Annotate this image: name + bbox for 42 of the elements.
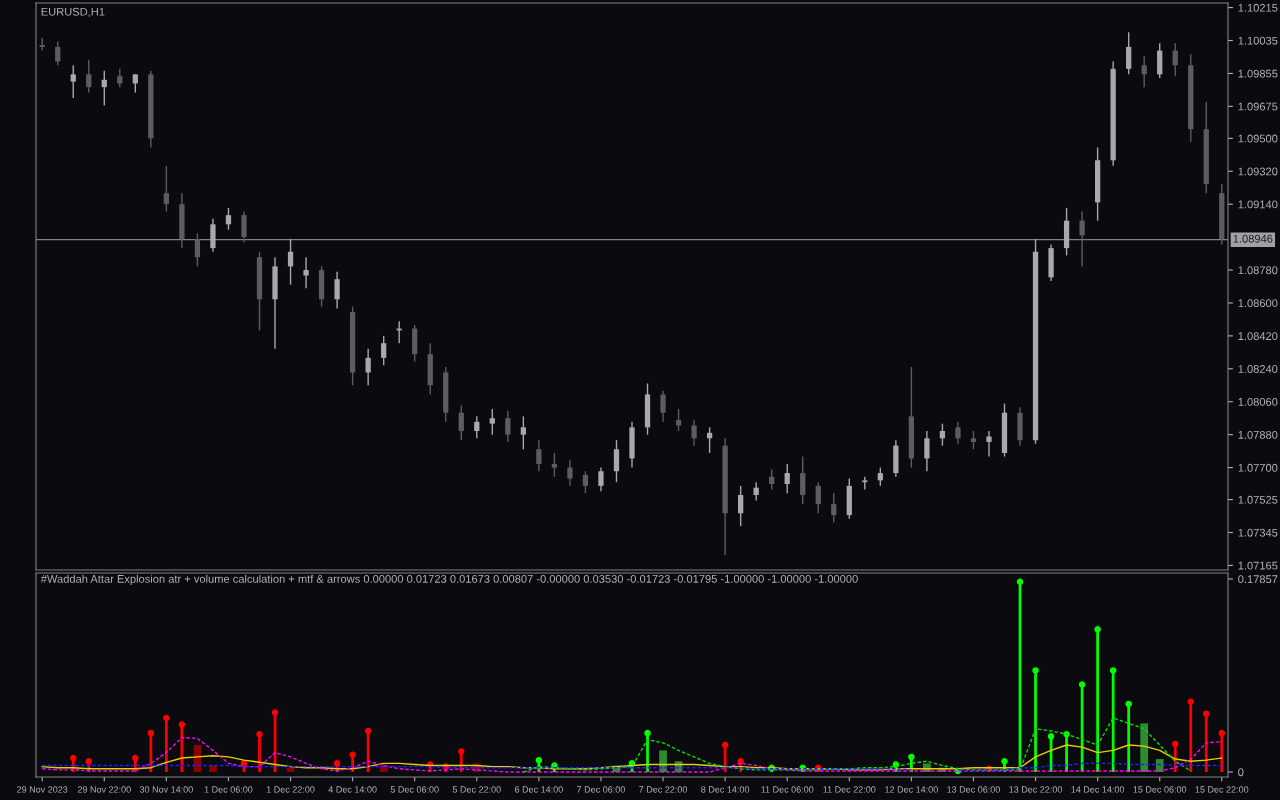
x-tick-label: 5 Dec 06:00 <box>390 786 439 793</box>
y-tick-label: 1.09320 <box>1238 167 1278 176</box>
y-tick-label: 1.10215 <box>1238 3 1278 12</box>
x-tick-label: 6 Dec 14:00 <box>514 786 563 793</box>
x-tick-label: 13 Dec 22:00 <box>1009 786 1063 793</box>
x-tick-label: 30 Nov 14:00 <box>139 786 193 793</box>
y-tick-label: 1.09500 <box>1238 134 1278 143</box>
chart-title: EURUSD,H1 <box>41 7 105 18</box>
y-tick-label: 1.08420 <box>1238 332 1278 341</box>
y-tick-label: 1.07165 <box>1238 561 1278 570</box>
x-tick-label: 4 Dec 14:00 <box>328 786 377 793</box>
x-tick-label: 13 Dec 06:00 <box>947 786 1000 793</box>
x-tick-label: 5 Dec 22:00 <box>452 786 501 793</box>
y-tick-label: 1.08600 <box>1238 299 1278 308</box>
y-tick-label: 1.08780 <box>1238 266 1278 275</box>
y-tick-label: 1.07345 <box>1238 528 1278 537</box>
x-tick-label: 1 Dec 22:00 <box>266 786 315 793</box>
x-tick-label: 12 Dec 14:00 <box>885 786 938 793</box>
chart-title: #Waddah Attar Explosion atr + volume calculation + mtf & arrows 0.00000 0.01723 0.01673 0.00807 -0.00000 0.03530 -0.01723 -0.01795 -1.00000 -1.00000 -1.00000 <box>40 574 858 585</box>
x-tick-label: 11 Dec 06:00 <box>761 786 814 793</box>
y-tick-label: 1.09675 <box>1238 102 1278 111</box>
y-tick-label: 1.08240 <box>1238 365 1278 373</box>
y-tick-label: 0.17857 <box>1238 575 1278 584</box>
x-tick-label: 7 Dec 06:00 <box>577 786 625 793</box>
y-tick-label: 1.07880 <box>1238 430 1278 439</box>
y-tick-label: 1.08060 <box>1238 398 1278 406</box>
x-tick-label: 15 Dec 06:00 <box>1133 786 1187 793</box>
y-tick-label: 1.10035 <box>1238 36 1278 45</box>
y-tick-label: 1.09140 <box>1238 200 1278 209</box>
x-tick-label: 1 Dec 06:00 <box>204 786 253 793</box>
ref-line-label: 1.08946 <box>1233 234 1273 243</box>
y-tick-label: 1.07525 <box>1238 495 1278 504</box>
x-tick-label: 29 Nov 22:00 <box>77 786 131 793</box>
x-tick-label: 15 Dec 22:00 <box>1195 786 1249 793</box>
x-tick-label: 11 Dec 22:00 <box>823 786 876 793</box>
x-tick-label: 29 Nov 2023 <box>17 786 68 793</box>
x-tick-label: 7 Dec 22:00 <box>639 786 688 793</box>
y-tick-label: 1.07700 <box>1238 463 1278 472</box>
x-tick-label: 8 Dec 14:00 <box>701 786 750 793</box>
y-tick-label: 0 <box>1238 768 1244 777</box>
y-tick-label: 1.09855 <box>1238 69 1278 78</box>
x-tick-label: 14 Dec 14:00 <box>1071 786 1125 793</box>
